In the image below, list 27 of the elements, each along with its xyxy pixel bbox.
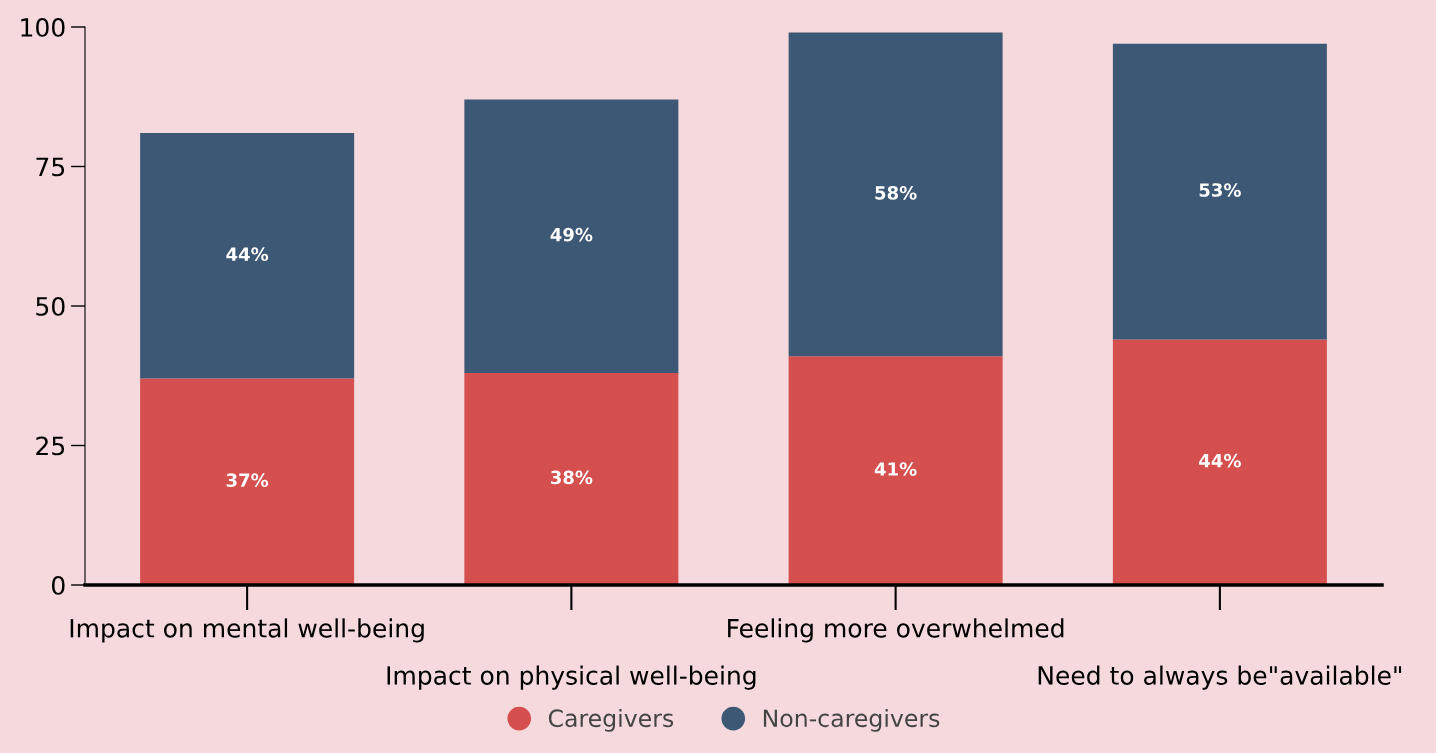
data-label: 49%: [550, 227, 593, 242]
data-label: 44%: [1199, 453, 1241, 468]
data-label: 37%: [226, 473, 269, 488]
bar: [788, 32, 1003, 357]
data-label: 38%: [550, 470, 593, 485]
bar: [1112, 339, 1327, 585]
bar: [140, 133, 355, 379]
y-tick-label: 25: [36, 436, 65, 456]
data-label: 53%: [1199, 183, 1241, 197]
y-tick-label: 50: [36, 296, 65, 316]
legend-label: Non-caregivers: [763, 708, 940, 732]
x-tick-label: Impact on physical well-being: [387, 665, 756, 690]
data-label: 41%: [874, 462, 917, 476]
y-tick-label: 0: [51, 575, 65, 595]
bar: [1112, 43, 1327, 340]
y-tick-label: 75: [36, 157, 65, 177]
x-tick-label: Feeling more overwhelmed: [728, 618, 1064, 643]
bar: [464, 372, 679, 585]
bar: [140, 378, 355, 585]
x-tick-label: Need to always be"available": [1038, 665, 1402, 690]
bar: [464, 99, 679, 373]
legend-label: Caregivers: [548, 708, 674, 732]
bar: [788, 356, 1003, 585]
x-tick-label: Impact on mental well-being: [70, 618, 424, 643]
y-tick-label: 100: [21, 17, 65, 37]
data-label: 58%: [875, 185, 917, 200]
data-label: 44%: [226, 247, 269, 262]
